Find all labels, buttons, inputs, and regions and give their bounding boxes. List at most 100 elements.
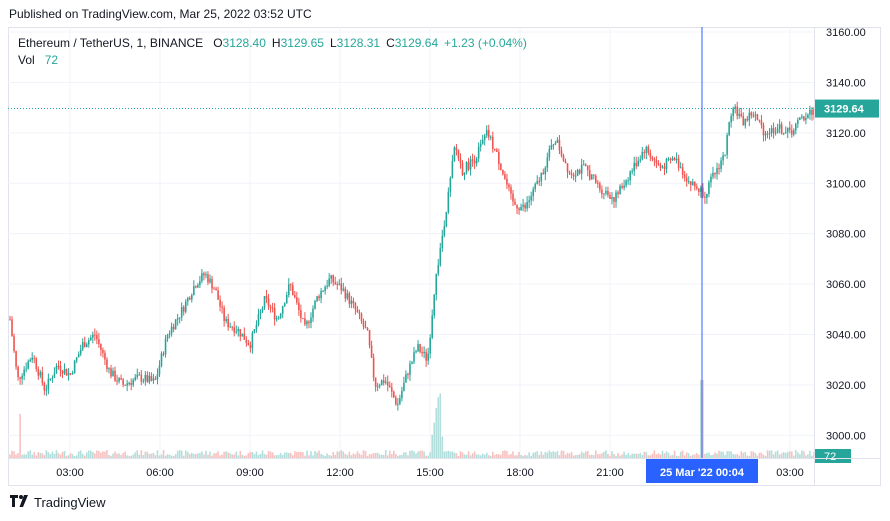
candle-body bbox=[199, 281, 201, 286]
high-label: H bbox=[271, 36, 281, 50]
candle-body bbox=[708, 182, 710, 195]
volume-bar bbox=[788, 451, 791, 458]
candle-body bbox=[447, 191, 450, 212]
price-tick-label: 3020.00 bbox=[826, 380, 866, 392]
volume-bar bbox=[558, 455, 561, 458]
candle-body bbox=[122, 379, 124, 385]
volume-bar bbox=[526, 455, 528, 458]
volume-bar bbox=[453, 452, 456, 458]
candle-body bbox=[223, 307, 225, 322]
candle-body bbox=[762, 124, 765, 136]
volume-bar bbox=[494, 454, 496, 458]
volume-bar bbox=[451, 451, 454, 458]
volume-bar bbox=[548, 450, 551, 458]
candle-body bbox=[467, 162, 470, 170]
low-value: 3128.31 bbox=[336, 36, 381, 50]
volume-bar bbox=[681, 450, 684, 458]
volume-bar bbox=[635, 453, 638, 458]
candle-body bbox=[287, 284, 290, 296]
candle-body bbox=[378, 385, 381, 387]
candle-body bbox=[520, 206, 522, 211]
candle-body bbox=[782, 133, 785, 135]
volume-bar bbox=[584, 451, 587, 458]
candle-body bbox=[21, 375, 23, 379]
volume-bar bbox=[536, 451, 539, 458]
volume-bar bbox=[310, 451, 312, 458]
candle-body bbox=[728, 122, 730, 136]
symbol-title[interactable]: Ethereum / TetherUS, 1, BINANCE bbox=[18, 36, 204, 50]
candle-body bbox=[138, 374, 141, 376]
volume-bar bbox=[73, 455, 76, 458]
candle-body bbox=[67, 373, 70, 376]
brand-name[interactable]: TradingView bbox=[34, 494, 106, 510]
volume-bar bbox=[346, 455, 349, 458]
volume-bar bbox=[195, 454, 197, 458]
candle-body bbox=[685, 177, 688, 182]
time-tick-label: 03:00 bbox=[776, 467, 804, 479]
candle-body bbox=[217, 290, 219, 300]
candle-body bbox=[120, 378, 122, 380]
volume-bar bbox=[611, 451, 613, 458]
candle-body bbox=[494, 149, 496, 151]
volume-bar bbox=[176, 450, 179, 458]
candle-body bbox=[51, 377, 54, 379]
crosshair-time-badge bbox=[646, 459, 758, 483]
volume-bar bbox=[150, 453, 153, 458]
published-text: Published on TradingView.com, Mar 25, 20… bbox=[9, 7, 312, 21]
tradingview-logo-icon[interactable] bbox=[10, 494, 30, 510]
candle-body bbox=[429, 337, 431, 354]
candle-body bbox=[675, 158, 678, 161]
candle-body bbox=[324, 286, 326, 291]
volume-bar bbox=[411, 450, 413, 458]
volume-bar bbox=[65, 455, 68, 458]
candle-body bbox=[245, 339, 248, 343]
candle-body bbox=[241, 333, 244, 337]
volume-bar bbox=[162, 450, 165, 458]
candle-body bbox=[578, 169, 581, 174]
volume-bar bbox=[243, 455, 246, 458]
candle-body bbox=[413, 352, 415, 362]
volume-bar bbox=[132, 454, 135, 458]
candle-body bbox=[306, 321, 308, 325]
volume-bar bbox=[300, 451, 302, 458]
volume-bar bbox=[253, 454, 256, 458]
volume-bar bbox=[498, 454, 500, 458]
volume-bar bbox=[801, 450, 803, 458]
volume-bar bbox=[657, 453, 660, 458]
volume-bar bbox=[471, 453, 474, 458]
candle-body bbox=[465, 162, 468, 173]
volume-bar bbox=[25, 454, 27, 458]
candle-body bbox=[148, 375, 151, 383]
candle-body bbox=[156, 374, 159, 380]
candle-body bbox=[354, 303, 357, 310]
volume-bar bbox=[281, 454, 284, 458]
candle-body bbox=[461, 163, 464, 175]
candle-body bbox=[562, 155, 565, 161]
open-label: O bbox=[213, 36, 223, 50]
candle-body bbox=[786, 127, 789, 133]
candle-body bbox=[445, 211, 448, 227]
volume-bar bbox=[601, 453, 603, 458]
volume-bar bbox=[104, 451, 106, 458]
candle-body bbox=[184, 301, 187, 312]
volume-bar bbox=[296, 452, 298, 458]
candle-body bbox=[166, 334, 169, 339]
candle-body bbox=[700, 187, 702, 192]
volume-bar bbox=[619, 455, 621, 458]
candle-body bbox=[770, 128, 773, 133]
volume-bar bbox=[758, 452, 761, 458]
candle-body bbox=[386, 381, 389, 386]
volume-label[interactable]: Vol bbox=[18, 53, 35, 67]
candlestick-chart[interactable]: 3160.00 3140.00 3120.00 3100.00 3080.00 3060.… bbox=[8, 27, 881, 486]
candle-body bbox=[211, 278, 213, 289]
candle-body bbox=[328, 278, 330, 286]
volume-bar bbox=[338, 451, 341, 458]
volume-bar bbox=[356, 451, 359, 458]
volume-bar bbox=[746, 455, 749, 458]
volume-bar bbox=[358, 453, 361, 458]
candle-body bbox=[160, 353, 163, 366]
volume-bar bbox=[308, 455, 310, 458]
volume-bar bbox=[283, 452, 286, 458]
candle-body bbox=[215, 288, 217, 291]
volume-bar bbox=[597, 454, 599, 458]
